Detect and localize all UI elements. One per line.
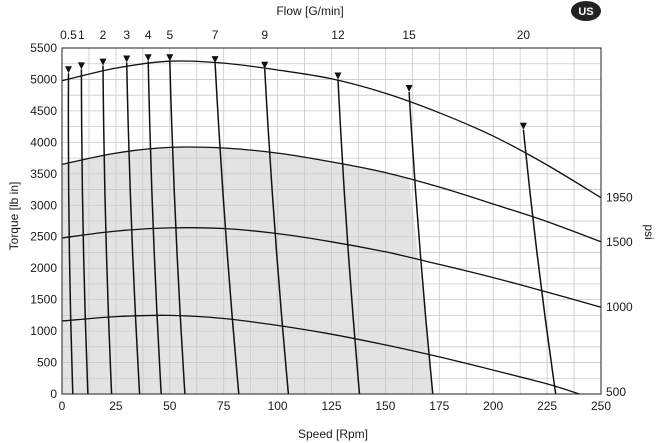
pressure-curve-1000	[61, 227, 602, 308]
pressure-curve-1500	[61, 146, 602, 243]
flow-axis-title: Flow [G/min]	[276, 4, 343, 18]
flow-labels-layer: 0.5 1 2 3 4 5 7 9 12 15 20	[60, 28, 530, 42]
x-tick-label: 200	[483, 399, 503, 413]
flow-label-12: 12	[331, 28, 345, 42]
flow-line-12	[337, 79, 361, 395]
flow-arrow-5	[166, 54, 174, 62]
y-tick-label: 2500	[30, 230, 57, 244]
y-tick-label: 500	[37, 356, 57, 370]
y-tick-labels: 0 500 1000 1500 2000 2500 3000 3500 4000 4500 5000…	[30, 41, 57, 401]
x-tick-labels: 0 25 50 75 100 125 150 175 200 225 250	[59, 399, 612, 413]
flow-line-9	[263, 68, 290, 395]
x-tick-label: 100	[268, 399, 288, 413]
x-tick-label: 175	[429, 399, 449, 413]
flow-line-4	[147, 61, 162, 395]
psi-axis-title: psi	[642, 224, 656, 239]
pressure-curves-layer	[61, 60, 602, 395]
flow-line-5	[169, 61, 186, 395]
flow-lines-layer	[65, 54, 557, 395]
flow-arrow-9	[261, 61, 269, 69]
flow-arrow-4	[144, 54, 152, 62]
flow-label-3: 3	[123, 28, 130, 42]
psi-label-1950: 1950	[606, 191, 633, 205]
psi-label-500: 500	[606, 385, 626, 399]
y-tick-label: 0	[50, 387, 57, 401]
operating-region	[62, 147, 433, 394]
flow-label-20: 20	[517, 28, 531, 42]
flow-label-5: 5	[166, 28, 173, 42]
flow-label-9: 9	[261, 28, 268, 42]
x-tick-label: 25	[109, 399, 123, 413]
psi-labels-layer: 1950 1500 1000 500	[606, 191, 633, 399]
x-tick-label: 250	[591, 399, 611, 413]
flow-label-0.5: 0.5	[60, 28, 77, 42]
x-tick-label: 50	[163, 399, 177, 413]
flow-line-1	[80, 69, 89, 395]
flow-label-15: 15	[402, 28, 416, 42]
y-tick-label: 5500	[30, 41, 57, 55]
flow-line-2	[102, 65, 113, 395]
y-tick-label: 5000	[30, 72, 57, 86]
pressure-curve-1950	[61, 60, 602, 199]
y-tick-label: 4000	[30, 135, 57, 149]
flow-line-20	[522, 129, 557, 395]
psi-label-1500: 1500	[606, 235, 633, 249]
x-tick-label: 150	[375, 399, 395, 413]
flow-arrow-2	[99, 58, 107, 66]
us-badge-text: US	[578, 6, 593, 18]
flow-line-15	[408, 91, 434, 395]
y-tick-label: 1500	[30, 293, 57, 307]
psi-label-1000: 1000	[606, 300, 633, 314]
grid-layer	[61, 47, 602, 395]
flow-arrow-3	[123, 55, 131, 63]
y-tick-label: 4500	[30, 104, 57, 118]
y-axis-title: Torque [lb in]	[7, 182, 21, 251]
pressure-curve-500	[61, 314, 580, 395]
flow-label-1: 1	[78, 28, 85, 42]
operating-region-layer	[62, 147, 433, 394]
flow-arrow-20	[519, 122, 527, 130]
x-axis-title: Speed [Rpm]	[298, 427, 368, 441]
y-tick-label: 3500	[30, 167, 57, 181]
flow-line-3	[125, 62, 141, 395]
x-tick-label: 0	[59, 399, 66, 413]
us-badge: US	[571, 1, 601, 21]
x-tick-label: 225	[537, 399, 557, 413]
flow-arrow-1	[77, 62, 85, 70]
x-tick-label: 75	[217, 399, 231, 413]
flow-arrow-7	[211, 56, 219, 64]
flow-label-2: 2	[100, 28, 107, 42]
flow-arrow-12	[334, 72, 342, 80]
flow-arrow-15	[405, 85, 413, 92]
y-tick-label: 2000	[30, 261, 57, 275]
flow-label-7: 7	[212, 28, 219, 42]
x-tick-label: 125	[321, 399, 341, 413]
flow-label-4: 4	[145, 28, 152, 42]
plot-frame	[61, 47, 602, 395]
flow-line-0.5	[67, 73, 74, 395]
us-badge-shape	[571, 1, 601, 21]
y-tick-label: 1000	[30, 324, 57, 338]
flow-arrow-0.5	[65, 66, 72, 74]
y-tick-label: 3000	[30, 198, 57, 212]
flow-line-7	[214, 63, 240, 395]
